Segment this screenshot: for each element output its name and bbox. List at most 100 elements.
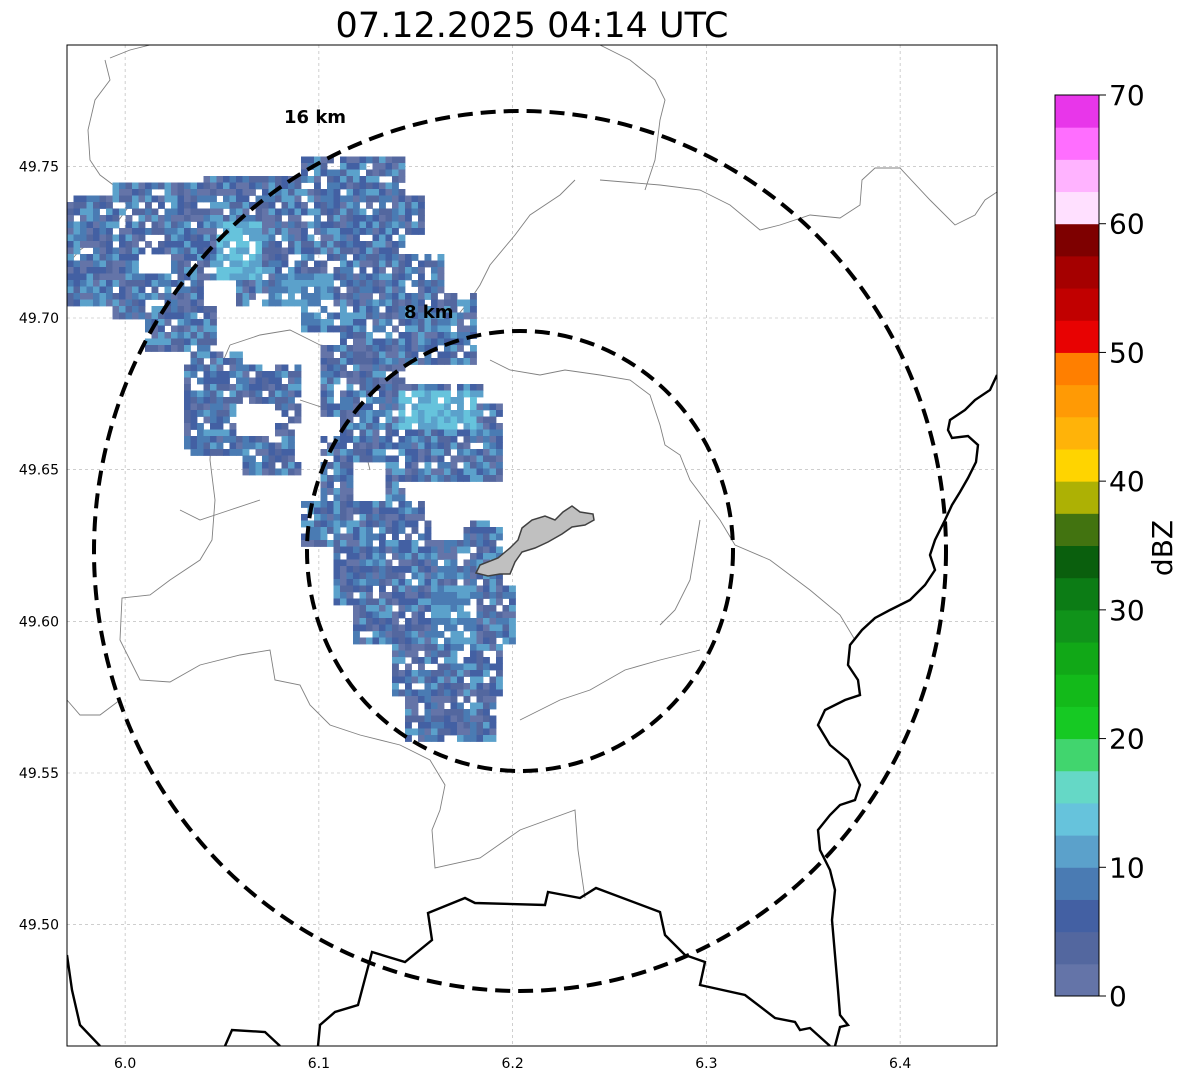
echo-cell: [327, 280, 334, 287]
echo-cell: [177, 273, 185, 281]
echo-cell: [197, 247, 204, 255]
echo-cell: [281, 429, 289, 437]
echo-cell: [372, 234, 380, 242]
echo-cell: [405, 416, 412, 424]
echo-cell: [184, 293, 191, 300]
echo-cell: [333, 345, 341, 352]
echo-cell: [158, 195, 165, 203]
echo-cell: [340, 507, 347, 515]
echo-cell: [346, 436, 354, 443]
echo-cell: [405, 533, 412, 541]
echo-cell: [496, 598, 503, 606]
echo-cell: [73, 286, 81, 294]
echo-cell: [268, 202, 276, 209]
echo-cell: [418, 325, 425, 333]
echo-cell: [346, 475, 354, 482]
echo-cell: [197, 449, 204, 456]
echo-cell: [353, 553, 360, 560]
echo-cell: [444, 442, 451, 450]
echo-cell: [411, 280, 419, 287]
echo-cell: [366, 501, 373, 508]
echo-cell: [418, 566, 425, 573]
echo-cell: [476, 631, 484, 638]
echo-cell: [346, 592, 354, 599]
echo-cell: [210, 410, 217, 417]
echo-cell: [275, 293, 282, 300]
echo-cell: [418, 273, 425, 281]
echo-cell: [320, 280, 328, 287]
echo-cell: [424, 254, 432, 261]
echo-cell: [424, 358, 432, 365]
echo-cell: [346, 572, 354, 580]
echo-cell: [249, 189, 256, 196]
echo-cell: [242, 182, 250, 190]
echo-cell: [320, 520, 328, 528]
echo-cell: [372, 397, 380, 404]
echo-cell: [405, 670, 412, 677]
echo-cell: [437, 546, 445, 554]
echo-cell: [268, 267, 276, 274]
echo-cell: [80, 195, 87, 203]
echo-cell: [216, 410, 224, 417]
echo-cell: [489, 553, 497, 560]
echo-cell: [223, 371, 230, 378]
echo-cell: [353, 182, 360, 190]
echo-cell: [359, 546, 367, 554]
echo-cell: [294, 468, 302, 476]
echo-cell: [236, 176, 243, 183]
echo-cell: [385, 338, 393, 346]
echo-cell: [262, 377, 269, 385]
echo-cell: [320, 202, 328, 209]
echo-cell: [353, 156, 360, 164]
echo-cell: [398, 520, 406, 528]
echo-cell: [138, 293, 146, 300]
echo-cell: [353, 247, 360, 255]
echo-cell: [372, 423, 380, 430]
echo-cell: [249, 182, 256, 190]
echo-cell: [210, 202, 217, 209]
echo-cell: [158, 221, 165, 229]
echo-cell: [301, 286, 308, 294]
echo-cell: [411, 553, 419, 560]
echo-cell: [288, 468, 295, 476]
echo-cell: [398, 195, 406, 203]
echo-cell: [93, 286, 100, 294]
echo-cell: [483, 553, 490, 560]
echo-cell: [424, 475, 432, 482]
echo-cell: [392, 169, 399, 177]
echo-cell: [340, 345, 347, 352]
echo-cell: [437, 325, 445, 333]
echo-cell: [359, 572, 367, 580]
echo-cell: [463, 410, 471, 417]
echo-cell: [125, 286, 133, 294]
echo-cell: [171, 195, 178, 203]
echo-cell: [366, 377, 373, 385]
echo-cell: [418, 449, 425, 456]
echo-cell: [496, 670, 503, 677]
echo-cell: [158, 182, 165, 190]
echo-cell: [431, 637, 438, 645]
echo-cell: [359, 351, 367, 359]
echo-cell: [405, 429, 412, 437]
echo-cell: [483, 611, 490, 619]
echo-cell: [483, 520, 490, 528]
echo-cell: [177, 345, 185, 352]
echo-cell: [444, 598, 451, 606]
echo-cell: [346, 189, 354, 196]
echo-cell: [125, 299, 133, 307]
echo-cell: [476, 384, 484, 391]
echo-cell: [177, 202, 185, 209]
echo-cell: [138, 273, 146, 281]
echo-cell: [359, 611, 367, 619]
echo-cell: [392, 267, 399, 274]
echo-cell: [444, 410, 451, 417]
echo-cell: [171, 312, 178, 320]
echo-cell: [249, 234, 256, 242]
echo-cell: [190, 390, 198, 398]
echo-cell: [275, 299, 282, 307]
echo-cell: [184, 241, 191, 248]
echo-cell: [294, 189, 302, 196]
echo-cell: [385, 234, 393, 242]
echo-cell: [366, 624, 373, 632]
echo-cell: [489, 735, 497, 742]
